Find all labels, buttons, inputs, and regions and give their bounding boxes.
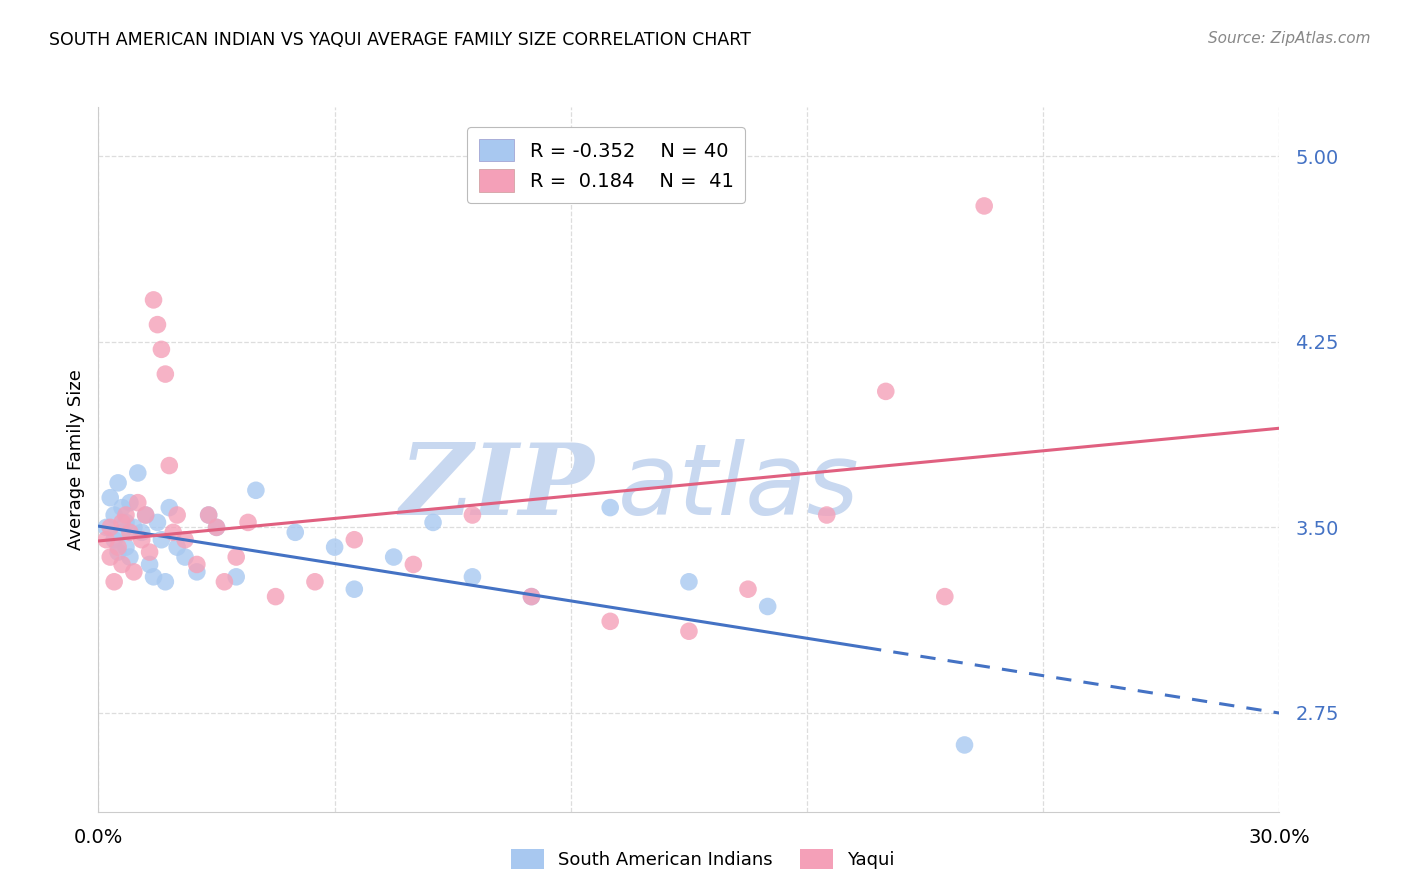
Point: [146, 318, 169, 332]
Point: [111, 500, 134, 515]
Point: [111, 525, 134, 540]
Point: [815, 508, 838, 522]
Point: [225, 570, 247, 584]
Point: [122, 520, 145, 534]
Point: [98, 549, 121, 564]
Point: [737, 582, 759, 597]
Point: [157, 458, 180, 473]
Point: [138, 545, 160, 559]
Point: [402, 558, 425, 572]
Point: [131, 525, 153, 540]
Y-axis label: Average Family Size: Average Family Size: [66, 369, 84, 549]
Text: SOUTH AMERICAN INDIAN VS YAQUI AVERAGE FAMILY SIZE CORRELATION CHART: SOUTH AMERICAN INDIAN VS YAQUI AVERAGE F…: [49, 31, 751, 49]
Point: [127, 466, 149, 480]
Point: [118, 549, 141, 564]
Point: [678, 624, 700, 639]
Legend: R = -0.352    N = 40, R =  0.184    N =  41: R = -0.352 N = 40, R = 0.184 N = 41: [467, 128, 745, 203]
Point: [599, 615, 621, 629]
Point: [135, 508, 157, 522]
Point: [115, 508, 138, 522]
Point: [150, 343, 173, 357]
Point: [107, 545, 129, 559]
Point: [155, 367, 177, 381]
Point: [96, 520, 118, 534]
Point: [118, 525, 141, 540]
Point: [157, 500, 180, 515]
Point: [111, 516, 134, 530]
Text: Source: ZipAtlas.com: Source: ZipAtlas.com: [1208, 31, 1371, 46]
Point: [174, 533, 197, 547]
Point: [162, 525, 184, 540]
Point: [98, 520, 121, 534]
Point: [284, 525, 307, 540]
Point: [236, 516, 259, 530]
Point: [197, 508, 219, 522]
Legend: South American Indians, Yaqui: South American Indians, Yaqui: [502, 839, 904, 879]
Point: [135, 508, 157, 522]
Point: [197, 508, 219, 522]
Point: [107, 540, 129, 554]
Point: [304, 574, 326, 589]
Point: [107, 475, 129, 490]
Point: [155, 574, 177, 589]
Point: [146, 516, 169, 530]
Point: [245, 483, 267, 498]
Text: atlas: atlas: [619, 439, 859, 536]
Point: [382, 549, 405, 564]
Point: [934, 590, 956, 604]
Point: [103, 508, 125, 522]
Point: [103, 533, 125, 547]
Point: [461, 508, 484, 522]
Point: [461, 570, 484, 584]
Point: [973, 199, 995, 213]
Point: [599, 500, 621, 515]
Point: [142, 293, 165, 307]
Point: [138, 558, 160, 572]
Point: [205, 520, 228, 534]
Point: [520, 590, 543, 604]
Point: [186, 565, 208, 579]
Point: [756, 599, 779, 614]
Point: [142, 570, 165, 584]
Point: [166, 508, 188, 522]
Point: [166, 540, 188, 554]
Point: [118, 496, 141, 510]
Point: [343, 582, 366, 597]
Point: [323, 540, 346, 554]
Point: [174, 549, 197, 564]
Point: [103, 574, 125, 589]
Point: [131, 533, 153, 547]
Point: [953, 738, 976, 752]
Point: [875, 384, 897, 399]
Point: [343, 533, 366, 547]
Point: [186, 558, 208, 572]
Point: [214, 574, 236, 589]
Point: [111, 558, 134, 572]
Point: [122, 565, 145, 579]
Point: [422, 516, 444, 530]
Point: [205, 520, 228, 534]
Point: [127, 496, 149, 510]
Point: [98, 491, 121, 505]
Point: [150, 533, 173, 547]
Point: [678, 574, 700, 589]
Point: [115, 516, 138, 530]
Point: [264, 590, 287, 604]
Point: [115, 540, 138, 554]
Point: [225, 549, 247, 564]
Point: [520, 590, 543, 604]
Text: ZIP: ZIP: [399, 440, 595, 536]
Point: [96, 533, 118, 547]
